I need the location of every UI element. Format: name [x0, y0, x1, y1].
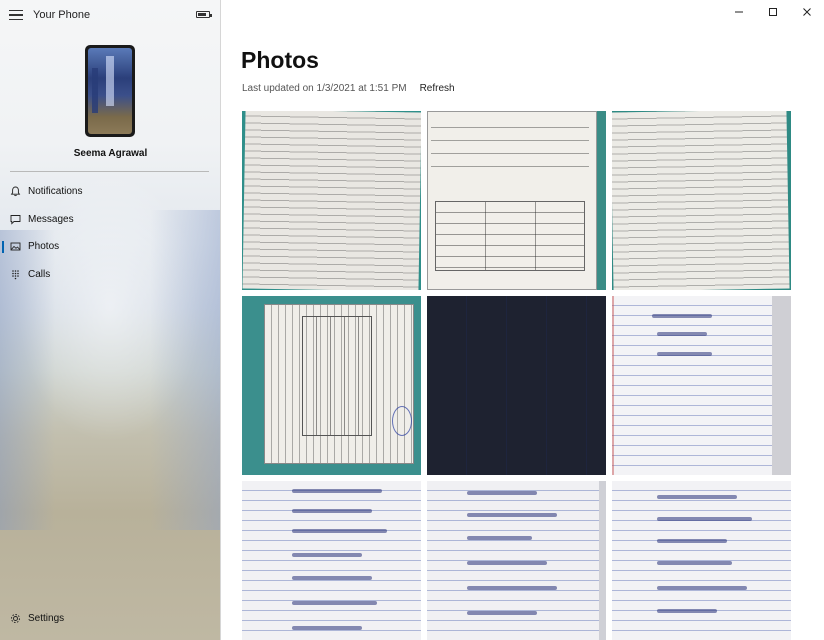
battery-icon: [196, 11, 212, 18]
close-button[interactable]: [790, 0, 824, 24]
photo-thumbnail[interactable]: [612, 296, 791, 475]
maximize-button[interactable]: [756, 0, 790, 24]
photo-thumbnail[interactable]: [427, 481, 606, 640]
user-name: Seema Agrawal: [73, 148, 148, 159]
nav-label-settings: Settings: [28, 612, 65, 624]
phone-image[interactable]: [85, 45, 135, 137]
last-updated-text: Last updated on 1/3/2021 at 1:51 PM: [242, 83, 407, 94]
phone-wallpaper: [88, 48, 132, 134]
photo-thumbnail[interactable]: [612, 481, 791, 640]
nav-item-calls[interactable]: Calls: [0, 261, 220, 289]
nav-label-messages: Messages: [28, 213, 74, 225]
nav-list: Notifications Messages Photos Calls: [0, 178, 220, 289]
hamburger-menu-icon[interactable]: [9, 10, 23, 20]
nav-item-messages[interactable]: Messages: [0, 206, 220, 234]
minimize-icon: [735, 11, 743, 13]
close-icon: [803, 8, 811, 16]
minimize-button[interactable]: [722, 0, 756, 24]
gear-icon: [10, 613, 21, 624]
page-title: Photos: [241, 47, 319, 73]
maximize-icon: [769, 8, 777, 16]
title-bar: Your Phone: [0, 0, 220, 30]
photo-grid: [242, 111, 792, 640]
nav-label-calls: Calls: [28, 268, 51, 280]
subtitle-row: Last updated on 1/3/2021 at 1:51 PM Refr…: [242, 83, 455, 94]
sidebar: Your Phone Seema Agrawal Notifications M…: [0, 0, 221, 640]
sidebar-divider: [10, 171, 209, 172]
photo-thumbnail[interactable]: [242, 111, 421, 290]
window-controls: [722, 0, 824, 24]
nav-item-settings[interactable]: Settings: [0, 605, 220, 633]
photo-thumbnail[interactable]: [427, 296, 606, 475]
photo-thumbnail[interactable]: [242, 296, 421, 475]
settings-area: Settings: [0, 605, 220, 633]
bell-icon: [10, 186, 21, 197]
photo-thumbnail[interactable]: [427, 111, 606, 290]
message-icon: [10, 214, 21, 225]
refresh-button[interactable]: Refresh: [419, 83, 455, 94]
nav-label-notifications: Notifications: [28, 186, 83, 198]
photo-thumbnail[interactable]: [612, 111, 791, 290]
nav-item-photos[interactable]: Photos: [0, 233, 220, 261]
photos-icon: [10, 241, 21, 252]
nav-label-photos: Photos: [28, 241, 60, 253]
photo-thumbnail[interactable]: [242, 481, 421, 640]
app-title: Your Phone: [33, 9, 91, 21]
dialpad-icon: [10, 269, 21, 280]
nav-item-notifications[interactable]: Notifications: [0, 178, 220, 206]
